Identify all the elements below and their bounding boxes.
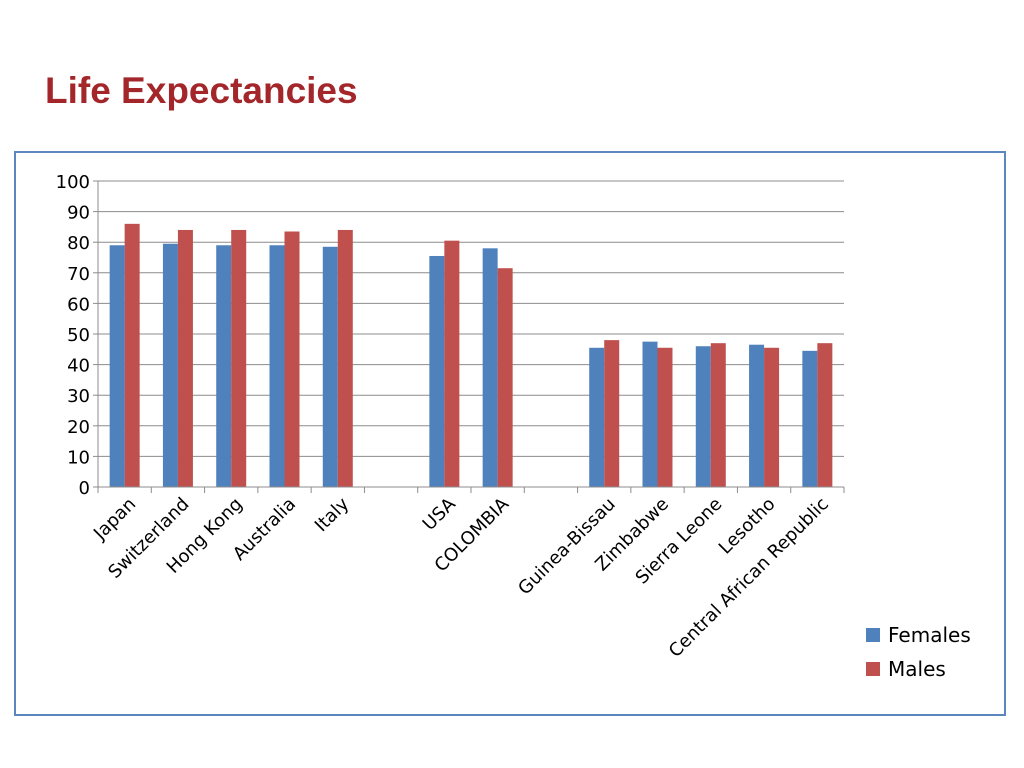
y-tick-label: 40 (67, 356, 90, 377)
legend-swatch-females (866, 628, 880, 642)
bar-males (604, 340, 620, 487)
chart-legend: Females Males (866, 618, 971, 686)
bar-males (764, 347, 780, 487)
y-tick-label: 60 (67, 294, 90, 315)
bar-females (749, 344, 765, 487)
axes (93, 180, 845, 493)
y-tick-label: 100 (56, 172, 90, 193)
bars (109, 223, 833, 487)
y-tick-label: 70 (67, 264, 90, 285)
legend-item-females: Females (866, 618, 971, 652)
bar-females (162, 243, 178, 487)
bar-females (216, 245, 232, 487)
y-axis-tick-labels: 0 10 20 30 40 50 60 70 80 90 100 (56, 172, 90, 499)
bar-females (802, 350, 818, 487)
slide-title: Life Expectancies (45, 70, 358, 111)
bar-females (109, 245, 125, 487)
bar-males (710, 343, 726, 487)
bar-females (482, 248, 498, 487)
x-tick-label: Guinea-Bissau (514, 494, 620, 600)
x-tick-label: USA (419, 493, 461, 535)
bar-males (177, 229, 193, 487)
bar-males (657, 347, 673, 487)
legend-swatch-males (866, 662, 880, 676)
bar-females (322, 246, 338, 487)
bar-females (429, 255, 445, 487)
x-tick-label: Japan (89, 494, 140, 545)
bar-males (497, 268, 513, 487)
gridlines (98, 180, 844, 488)
bar-females (589, 347, 605, 487)
y-tick-label: 90 (67, 203, 90, 224)
y-tick-label: 30 (67, 386, 90, 407)
legend-label-females: Females (888, 623, 971, 647)
bar-males (444, 240, 460, 487)
bar-females (642, 341, 658, 487)
bar-females (269, 245, 285, 487)
legend-item-males: Males (866, 652, 971, 686)
y-tick-label: 20 (67, 417, 90, 438)
bar-males (124, 223, 140, 487)
y-tick-label: 0 (79, 478, 90, 499)
bar-females (695, 346, 711, 487)
bar-males (284, 231, 300, 487)
bar-males (231, 229, 247, 487)
legend-label-males: Males (888, 657, 946, 681)
y-tick-label: 50 (67, 325, 90, 346)
bar-males (337, 229, 353, 487)
bar-males (817, 343, 833, 487)
y-tick-label: 10 (67, 447, 90, 468)
x-tick-label: Italy (311, 493, 354, 536)
y-tick-label: 80 (67, 233, 90, 254)
